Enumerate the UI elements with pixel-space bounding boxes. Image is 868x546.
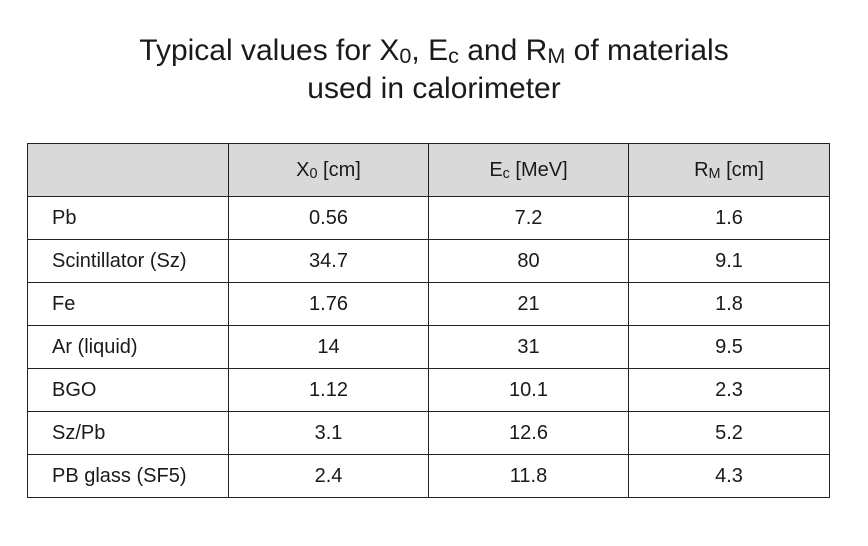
header-ec-symbol: E [489, 158, 503, 181]
cell-x0: 2.4 [228, 454, 429, 498]
cell-material: PB glass (SF5) [27, 454, 229, 498]
cell-ec: 80 [428, 239, 629, 283]
header-x0-symbol: X [296, 158, 310, 181]
table-row: Fe 1.76 21 1.8 [27, 282, 830, 326]
header-row: X0 [cm] Ec [MeV] RM [cm] [27, 143, 830, 197]
cell-rm: 4.3 [628, 454, 830, 498]
title-line-1: Typical values for X0, Ec and RM of mate… [0, 32, 868, 70]
cell-ec: 12.6 [428, 411, 629, 455]
header-moliere-radius: RM [cm] [628, 143, 830, 197]
cell-x0: 1.76 [228, 282, 429, 326]
cell-material: BGO [27, 368, 229, 412]
title-separator-1: , [411, 34, 429, 67]
cell-material: Ar (liquid) [27, 325, 229, 369]
cell-x0: 14 [228, 325, 429, 369]
table-row: Ar (liquid) 14 31 9.5 [27, 325, 830, 369]
cell-ec: 11.8 [428, 454, 629, 498]
cell-x0: 1.12 [228, 368, 429, 412]
table-body: Pb 0.56 7.2 1.6 Scintillator (Sz) 34.7 8… [27, 196, 830, 498]
cell-ec: 31 [428, 325, 629, 369]
cell-rm: 2.3 [628, 368, 830, 412]
cell-x0: 0.56 [228, 196, 429, 240]
table-row: BGO 1.12 10.1 2.3 [27, 368, 830, 412]
cell-rm: 1.6 [628, 196, 830, 240]
cell-material: Fe [27, 282, 229, 326]
header-ec-unit: [MeV] [509, 158, 568, 181]
title-x0-subscript: 0 [399, 43, 412, 69]
header-rm-subscript: M [708, 165, 721, 182]
title-rm-subscript: M [547, 43, 566, 69]
title-x0-symbol: X [379, 34, 400, 67]
header-rm-unit: [cm] [720, 158, 764, 181]
header-x0-unit: [cm] [317, 158, 361, 181]
title-ec-subscript: c [448, 43, 459, 69]
table-row: PB glass (SF5) 2.4 11.8 4.3 [27, 454, 830, 498]
header-x0-subscript: 0 [309, 165, 318, 182]
cell-rm: 9.5 [628, 325, 830, 369]
title-rm-symbol: R [525, 34, 548, 67]
table-row: Pb 0.56 7.2 1.6 [27, 196, 830, 240]
header-radiation-length: X0 [cm] [228, 143, 429, 197]
title-separator-2: and [458, 34, 526, 67]
header-material [27, 143, 229, 197]
cell-material: Sz/Pb [27, 411, 229, 455]
cell-material: Scintillator (Sz) [27, 239, 229, 283]
header-critical-energy: Ec [MeV] [428, 143, 629, 197]
header-ec-subscript: c [502, 165, 510, 182]
cell-rm: 9.1 [628, 239, 830, 283]
cell-ec: 7.2 [428, 196, 629, 240]
title-suffix: of materials [565, 34, 729, 67]
table-row: Sz/Pb 3.1 12.6 5.2 [27, 411, 830, 455]
table-row: Scintillator (Sz) 34.7 80 9.1 [27, 239, 830, 283]
cell-rm: 1.8 [628, 282, 830, 326]
cell-rm: 5.2 [628, 411, 830, 455]
header-rm-symbol: R [694, 158, 709, 181]
cell-x0: 34.7 [228, 239, 429, 283]
materials-table: X0 [cm] Ec [MeV] RM [cm] Pb 0.56 7.2 1.6… [27, 143, 830, 498]
cell-ec: 21 [428, 282, 629, 326]
title-ec-symbol: E [428, 34, 449, 67]
cell-ec: 10.1 [428, 368, 629, 412]
cell-material: Pb [27, 196, 229, 240]
cell-x0: 3.1 [228, 411, 429, 455]
table-header: X0 [cm] Ec [MeV] RM [cm] [27, 143, 830, 197]
title-line-2: used in calorimeter [307, 72, 561, 105]
title-prefix: Typical values for [139, 34, 380, 67]
page-title: Typical values for X0, Ec and RM of mate… [0, 32, 868, 108]
